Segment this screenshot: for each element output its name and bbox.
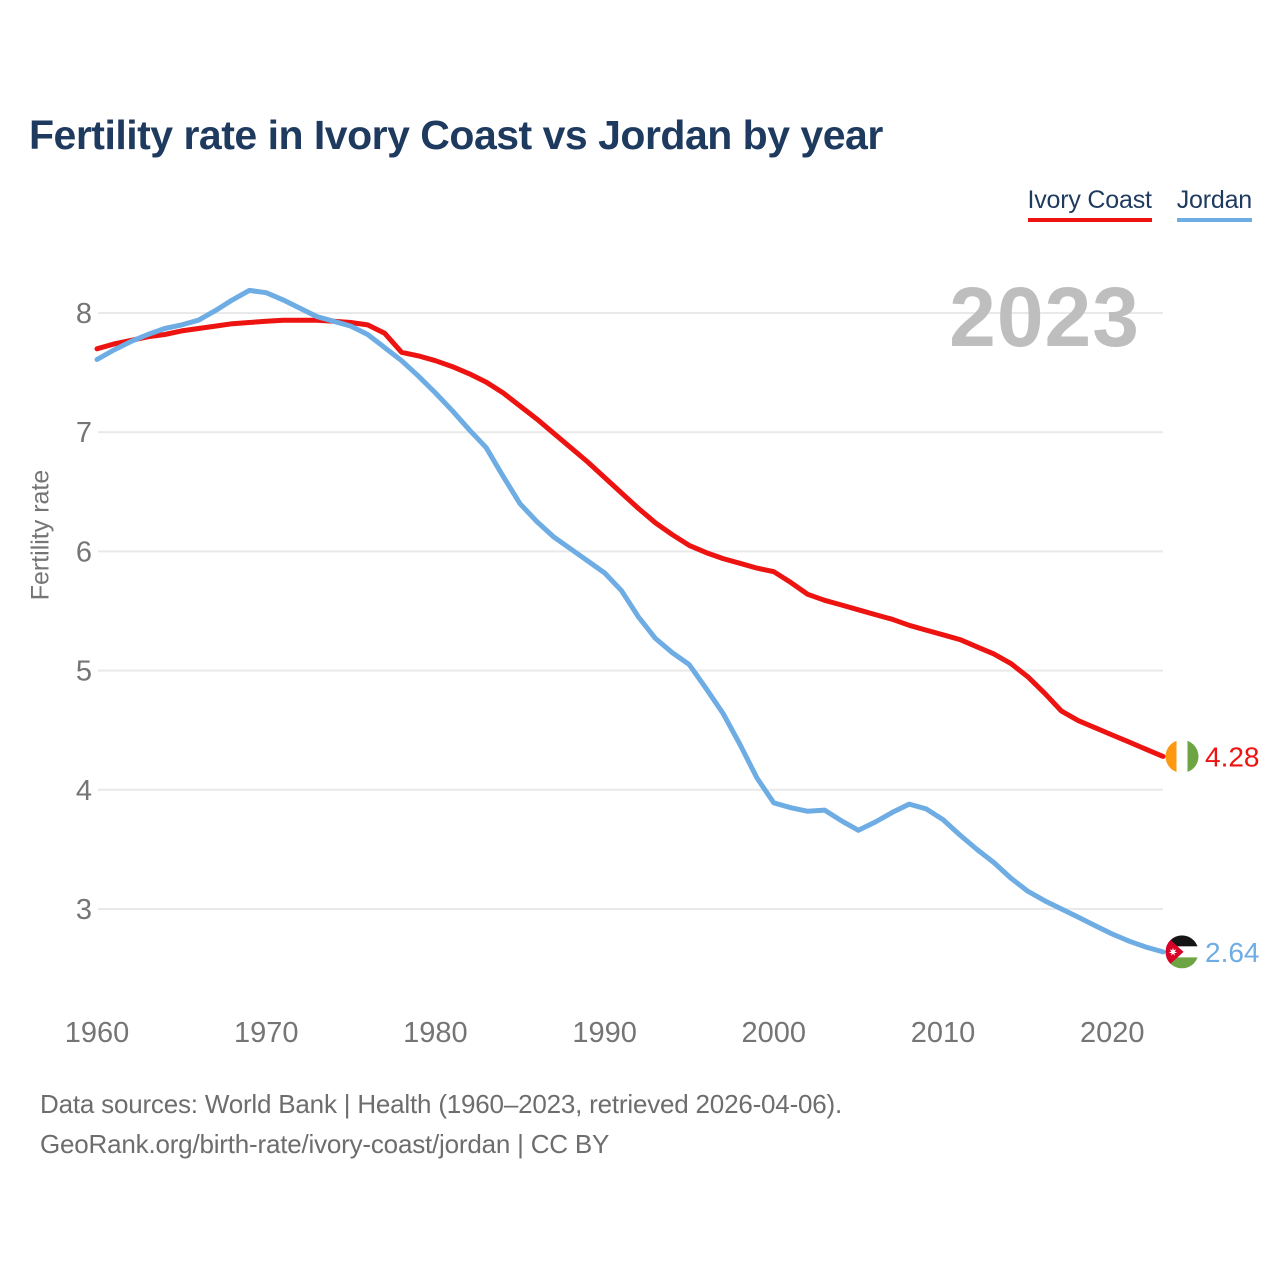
- y-tick-label: 7: [76, 417, 92, 449]
- series-line-jordan: [94, 287, 1166, 955]
- page-title: Fertility rate in Ivory Coast vs Jordan …: [29, 112, 883, 158]
- legend: Ivory Coast Jordan: [1027, 186, 1252, 222]
- x-tick-label: 1990: [572, 1017, 637, 1049]
- year-watermark: 2023: [949, 270, 1140, 364]
- legend-item-ivory-coast[interactable]: Ivory Coast: [1027, 186, 1152, 222]
- data-source-note: Data sources: World Bank | Health (1960–…: [40, 1084, 842, 1164]
- y-axis-title: Fertility rate: [26, 469, 55, 601]
- x-tick-label: 2000: [742, 1017, 807, 1049]
- end-value-label-ivory-coast: 4.28: [1205, 741, 1260, 772]
- y-tick-label: 3: [76, 894, 92, 926]
- ivory-coast-flag-icon: [1165, 739, 1199, 773]
- legend-item-jordan[interactable]: Jordan: [1176, 186, 1252, 222]
- series-line-ivory-coast: [94, 317, 1166, 759]
- end-value-label-jordan: 2.64: [1205, 937, 1260, 968]
- x-tick-label: 2010: [911, 1017, 976, 1049]
- y-tick-label: 6: [76, 536, 92, 568]
- x-tick-label: 1980: [403, 1017, 468, 1049]
- y-tick-label: 5: [76, 656, 92, 688]
- x-tick-label: 1970: [234, 1017, 299, 1049]
- y-tick-label: 4: [76, 775, 92, 807]
- source-line-1: Data sources: World Bank | Health (1960–…: [40, 1089, 843, 1119]
- jordan-flag-icon: [1165, 935, 1199, 969]
- source-line-2: GeoRank.org/birth-rate/ivory-coast/jorda…: [40, 1129, 610, 1159]
- x-tick-label: 1960: [65, 1017, 130, 1049]
- y-tick-label: 8: [76, 298, 92, 330]
- x-tick-label: 2020: [1080, 1017, 1145, 1049]
